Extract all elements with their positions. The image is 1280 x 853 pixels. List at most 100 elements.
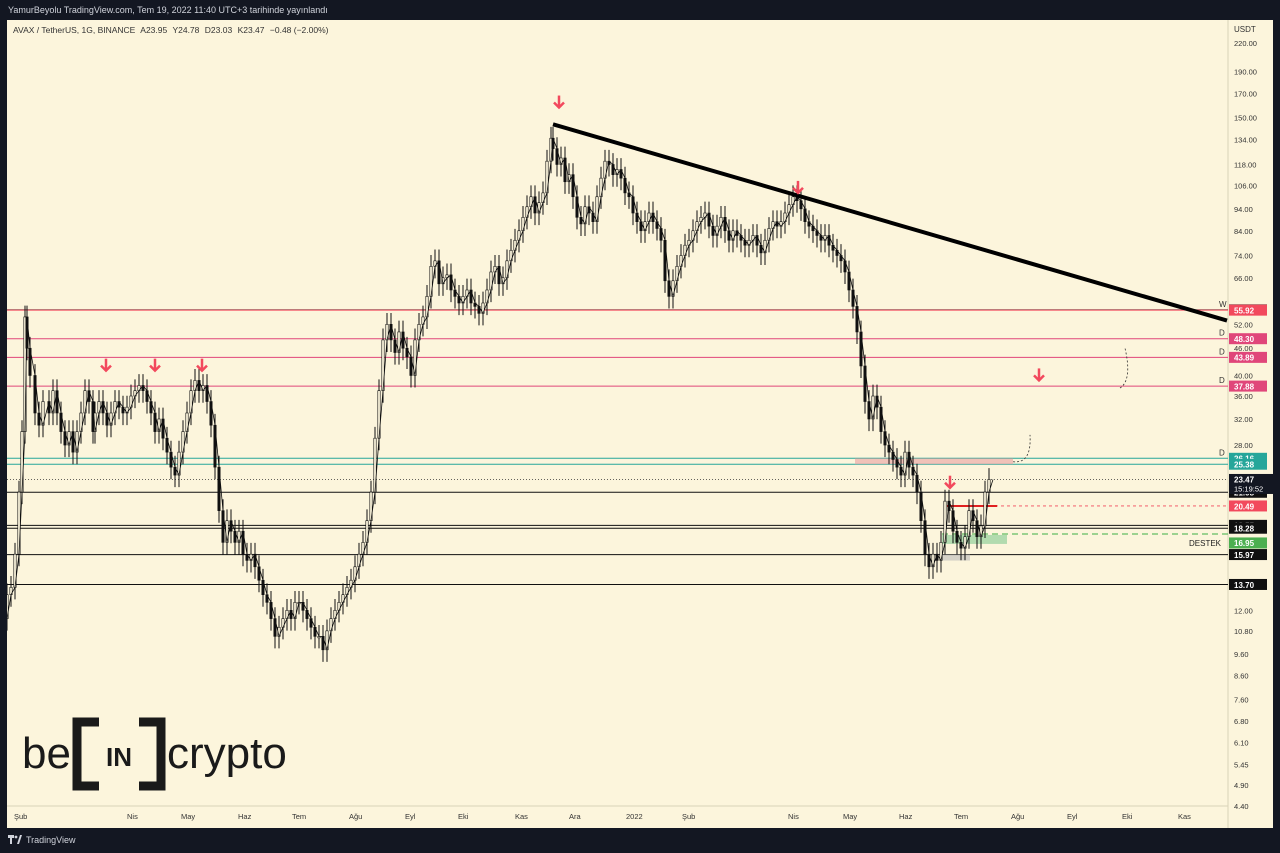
price-tick-label: 150.00	[1234, 114, 1257, 123]
level-price-label: 13.70	[1234, 581, 1255, 590]
price-tick-label: 8.60	[1234, 671, 1249, 680]
last-price-label: 23.47	[1234, 475, 1255, 484]
time-tick-label: May	[843, 812, 857, 821]
level-timeframe-letter: D	[1219, 448, 1225, 457]
level-price-label: 37.88	[1234, 382, 1255, 391]
descending-trendline	[552, 122, 1228, 323]
bar-countdown-label: 15:19:52	[1234, 484, 1263, 493]
level-price-tag	[1229, 522, 1267, 534]
resistance-arrow-icon	[149, 358, 161, 373]
level-price-tag	[1229, 333, 1267, 345]
arrow-head	[1033, 374, 1045, 383]
arrow-head	[792, 187, 804, 195]
last-price-tag	[1229, 473, 1273, 494]
price-tick-label: 6.80	[1234, 717, 1249, 726]
price-tick-label: 6.10	[1234, 738, 1249, 747]
price-tick-label: 7.60	[1234, 695, 1249, 704]
tradingview-footer: TradingView	[0, 828, 1280, 852]
resistance-zone	[855, 458, 1013, 465]
time-tick-label: Tem	[954, 812, 968, 821]
watermark-bracket-gap-bottom	[99, 781, 139, 791]
support-zone	[942, 534, 1007, 544]
price-tick-label: 32.00	[1234, 415, 1253, 424]
resistance-arrow-icon	[792, 180, 804, 195]
price-tick-label: 52.00	[1234, 320, 1253, 329]
support-subzone	[942, 554, 970, 561]
resistance-arrow-icon	[100, 358, 112, 373]
arrow-head	[100, 364, 112, 373]
level-price-label: 18.28	[1234, 525, 1255, 534]
time-tick-label: Ara	[569, 812, 582, 821]
close-value: 23.47	[243, 25, 265, 35]
level-price-tag	[1229, 304, 1267, 316]
price-tick-label: 74.00	[1234, 251, 1253, 260]
projection-path-upper	[1119, 348, 1129, 389]
beincrypto-watermark: be IN crypto	[22, 717, 287, 791]
support-label: DESTEK	[1189, 539, 1222, 548]
price-tick-label: 170.00	[1234, 89, 1257, 98]
time-tick-label: Nis	[127, 812, 138, 821]
level-price-label: 48.30	[1234, 335, 1255, 344]
price-series	[7, 126, 994, 662]
time-tick-label: Kas	[1178, 812, 1191, 821]
time-tick-label: Eyl	[405, 812, 416, 821]
level-price-tag	[1229, 578, 1267, 590]
price-tick-label: 220.00	[1234, 39, 1257, 48]
tradingview-logo-icon	[8, 829, 22, 853]
level-price-label: 55.92	[1234, 306, 1255, 315]
level-timeframe-letter: D	[1219, 376, 1225, 385]
footer-brand: TradingView	[26, 835, 76, 845]
symbol-name: AVAX / TetherUS, 1G, BINANCE	[13, 25, 136, 35]
level-timeframe-letter: W	[1219, 300, 1227, 309]
low-value: 23.03	[211, 25, 233, 35]
level-price-tag	[1229, 549, 1267, 561]
level-timeframe-letter: D	[1219, 347, 1225, 356]
resistance-arrow-icon	[553, 95, 565, 110]
level-price-label: 43.89	[1234, 354, 1255, 363]
level-price-tag	[1229, 458, 1267, 470]
watermark-in: IN	[106, 742, 132, 772]
price-tick-label: 4.90	[1234, 781, 1249, 790]
time-tick-label: Eki	[1122, 812, 1133, 821]
price-line	[7, 138, 994, 650]
red-marker-tag	[1229, 500, 1267, 512]
time-tick-label: Şub	[14, 812, 27, 821]
level-price-label: 25.38	[1234, 461, 1255, 470]
published-header: YamurBeyolu TradingView.com, Tem 19, 202…	[0, 0, 1280, 20]
price-axis: 55.9955.9248.3043.8937.8826.1625.3821.98…	[1229, 39, 1273, 811]
resistance-arrows	[100, 95, 1045, 490]
time-axis: Şub Nis May Haz Tem Ağu Eyl Eki Kas Ara 2022 Şub Nis…	[14, 812, 1191, 821]
price-tick-label: 66.00	[1234, 274, 1253, 283]
support-price-tag	[1229, 537, 1267, 549]
time-tick-label: Haz	[899, 812, 913, 821]
symbol-legend: AVAX / TetherUS, 1G, BINANCE A23.95 Y24.…	[13, 25, 329, 35]
price-tick-label: 106.00	[1234, 181, 1257, 190]
price-tick-label: 134.00	[1234, 136, 1257, 145]
price-tick-label: 84.00	[1234, 227, 1253, 236]
high-value: 24.78	[178, 25, 200, 35]
price-tick-label: 118.00	[1234, 160, 1256, 169]
level-price-tag	[1229, 380, 1267, 392]
resistance-arrow-icon	[944, 475, 956, 490]
change-value: −0.48 (−2.00%)	[270, 25, 329, 35]
time-tick-label: Tem	[292, 812, 306, 821]
level-price-label: 15.97	[1234, 551, 1255, 560]
price-tick-label: 46.00	[1234, 344, 1253, 353]
time-tick-label: Eyl	[1067, 812, 1078, 821]
level-timeframe-letter: D	[1219, 329, 1225, 338]
time-tick-label: Ağu	[349, 812, 362, 821]
price-tick-label: 12.00	[1234, 606, 1253, 615]
price-tick-label: 28.00	[1234, 441, 1253, 450]
time-tick-label: Haz	[238, 812, 252, 821]
zones: DESTEK	[855, 458, 1228, 561]
watermark-crypto: crypto	[167, 729, 287, 778]
support-price-label: 16.95	[1234, 539, 1255, 548]
time-tick-label: 2022	[626, 812, 643, 821]
level-price-tag	[1229, 351, 1267, 363]
resistance-arrow-icon	[1033, 368, 1045, 383]
time-tick-label: May	[181, 812, 195, 821]
watermark-bracket-gap-top	[99, 717, 139, 727]
time-tick-label: Kas	[515, 812, 528, 821]
